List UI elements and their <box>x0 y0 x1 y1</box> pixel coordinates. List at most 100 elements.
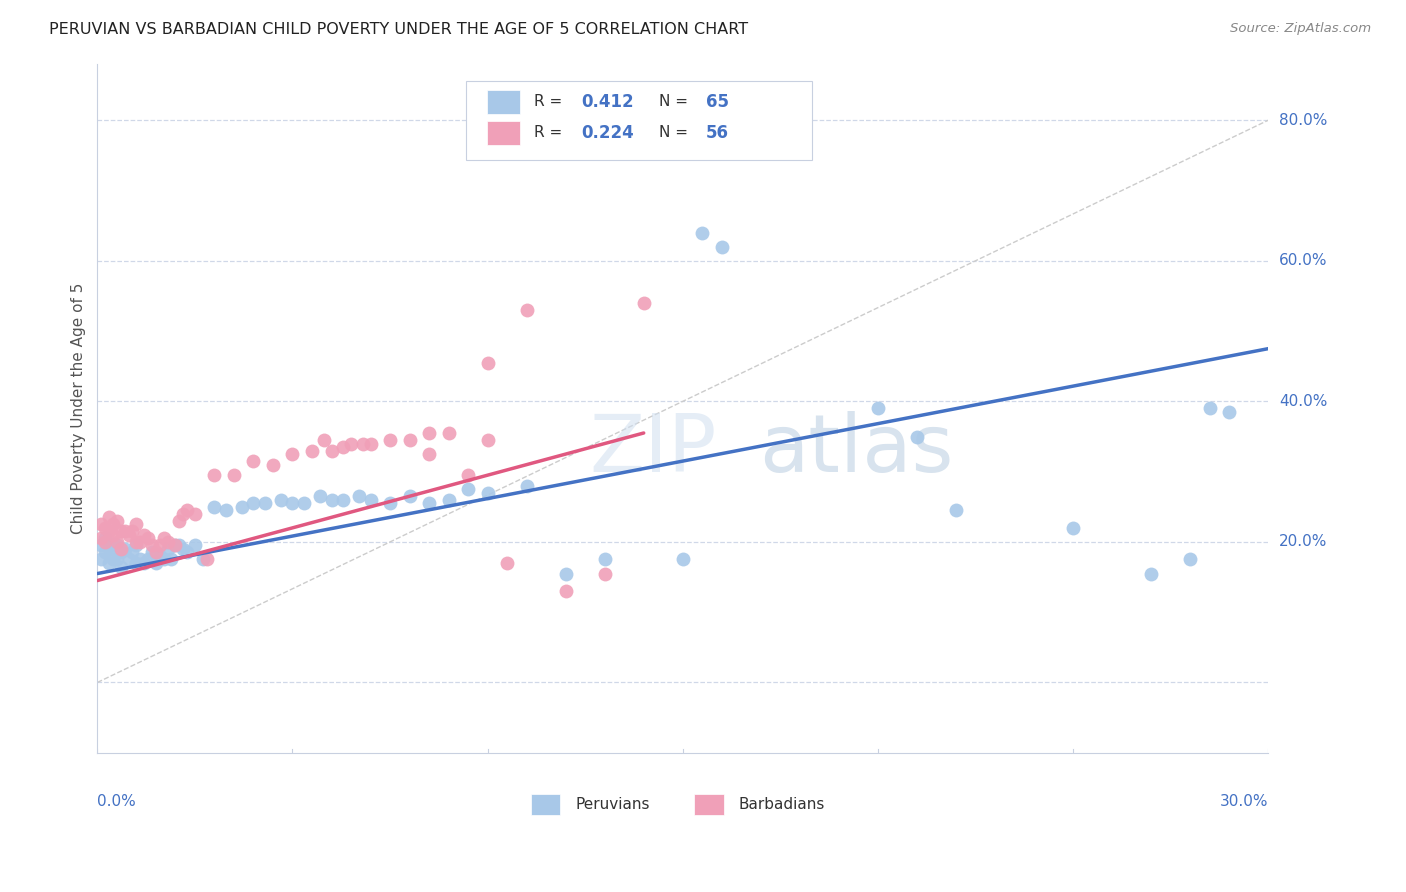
Point <box>477 433 499 447</box>
Point <box>321 492 343 507</box>
Point <box>94 521 117 535</box>
Text: 0.224: 0.224 <box>581 124 634 142</box>
Point <box>270 492 292 507</box>
Point <box>1140 566 1163 581</box>
Point <box>94 545 117 559</box>
Point <box>352 436 374 450</box>
Point <box>332 440 354 454</box>
Point <box>145 545 167 559</box>
Point <box>165 538 187 552</box>
Text: 80.0%: 80.0% <box>1279 112 1327 128</box>
Point <box>301 443 323 458</box>
Point <box>418 496 440 510</box>
Bar <box>488 121 520 145</box>
Point <box>184 507 207 521</box>
Point <box>160 552 183 566</box>
Bar <box>530 794 560 814</box>
Text: 0.412: 0.412 <box>581 93 634 111</box>
Point <box>125 535 148 549</box>
Point <box>105 535 128 549</box>
Point <box>262 458 284 472</box>
Point <box>169 514 191 528</box>
Point <box>496 556 519 570</box>
Point <box>105 514 128 528</box>
Bar <box>488 90 520 114</box>
Point <box>110 559 132 574</box>
Point <box>90 532 112 546</box>
Point <box>101 552 124 566</box>
Point <box>633 296 655 310</box>
Point <box>554 566 576 581</box>
Point <box>136 532 159 546</box>
Point <box>398 433 420 447</box>
Text: Peruvians: Peruvians <box>575 797 650 812</box>
Point <box>418 425 440 440</box>
Point <box>312 433 335 447</box>
Point <box>254 496 277 510</box>
Point <box>149 549 172 563</box>
Point <box>1218 405 1240 419</box>
Point <box>114 524 136 539</box>
Point <box>145 556 167 570</box>
Text: R =: R = <box>534 95 567 110</box>
Point <box>593 552 616 566</box>
Point <box>136 552 159 566</box>
Point <box>242 454 264 468</box>
Point <box>125 517 148 532</box>
Point <box>360 436 382 450</box>
Point <box>222 468 245 483</box>
Point <box>101 528 124 542</box>
Point <box>184 538 207 552</box>
Point <box>1198 401 1220 416</box>
Point <box>101 517 124 532</box>
Point <box>152 552 174 566</box>
Point <box>110 524 132 539</box>
Text: Source: ZipAtlas.com: Source: ZipAtlas.com <box>1230 22 1371 36</box>
Text: atlas: atlas <box>759 410 953 489</box>
Point <box>105 538 128 552</box>
Point <box>114 541 136 556</box>
Text: 30.0%: 30.0% <box>1219 794 1268 809</box>
Point <box>134 528 156 542</box>
Point <box>231 500 253 514</box>
Point <box>101 538 124 552</box>
Point <box>477 485 499 500</box>
Text: Barbadians: Barbadians <box>740 797 825 812</box>
Point <box>457 482 479 496</box>
Point <box>437 492 460 507</box>
Point <box>90 517 112 532</box>
Point <box>98 510 121 524</box>
Point <box>204 500 226 514</box>
Point <box>152 532 174 546</box>
Text: 0.0%: 0.0% <box>97 794 136 809</box>
Point <box>191 552 214 566</box>
Text: N =: N = <box>659 126 693 140</box>
Point <box>169 538 191 552</box>
Point <box>94 532 117 546</box>
Point <box>905 429 928 443</box>
Point <box>242 496 264 510</box>
Text: N =: N = <box>659 95 693 110</box>
Point <box>215 503 238 517</box>
Point <box>110 541 132 556</box>
Point <box>593 566 616 581</box>
Point <box>378 433 401 447</box>
Point <box>172 507 194 521</box>
Point <box>398 489 420 503</box>
Point <box>134 556 156 570</box>
Point <box>281 447 304 461</box>
Point <box>477 356 499 370</box>
Point <box>156 535 179 549</box>
Point <box>125 538 148 552</box>
Point <box>98 556 121 570</box>
Point <box>360 492 382 507</box>
Point <box>129 552 152 566</box>
Point <box>176 503 198 517</box>
Point <box>117 528 139 542</box>
Point <box>418 447 440 461</box>
Point <box>437 425 460 440</box>
Point <box>98 541 121 556</box>
Point <box>110 545 132 559</box>
Point <box>866 401 889 416</box>
Text: R =: R = <box>534 126 567 140</box>
